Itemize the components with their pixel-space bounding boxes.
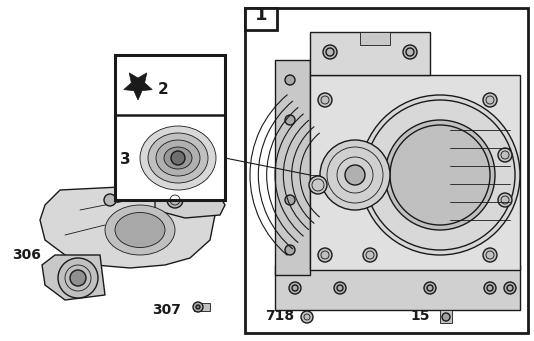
Circle shape	[289, 282, 301, 294]
Polygon shape	[42, 255, 105, 300]
Text: 307: 307	[152, 303, 181, 317]
Ellipse shape	[164, 147, 192, 169]
Polygon shape	[40, 185, 215, 268]
Circle shape	[363, 248, 377, 262]
Circle shape	[285, 195, 295, 205]
Circle shape	[285, 245, 295, 255]
Circle shape	[285, 115, 295, 125]
Ellipse shape	[140, 126, 216, 190]
Circle shape	[498, 193, 512, 207]
Circle shape	[104, 194, 116, 206]
Text: 306: 306	[12, 248, 41, 262]
Circle shape	[70, 270, 86, 286]
Circle shape	[484, 282, 496, 294]
Polygon shape	[310, 75, 520, 270]
Circle shape	[196, 305, 200, 309]
Circle shape	[334, 282, 346, 294]
Text: 3: 3	[120, 152, 131, 167]
Circle shape	[504, 282, 516, 294]
Circle shape	[498, 148, 512, 162]
Polygon shape	[360, 32, 390, 45]
Text: 1: 1	[255, 6, 268, 24]
Polygon shape	[155, 185, 225, 218]
Ellipse shape	[148, 133, 208, 183]
Text: 2: 2	[158, 83, 169, 98]
Circle shape	[483, 93, 497, 107]
Ellipse shape	[105, 205, 175, 255]
Polygon shape	[194, 303, 210, 311]
Circle shape	[309, 176, 327, 194]
Circle shape	[58, 258, 98, 298]
Circle shape	[345, 165, 365, 185]
Ellipse shape	[115, 212, 165, 248]
Circle shape	[167, 192, 183, 208]
Circle shape	[285, 75, 295, 85]
Circle shape	[442, 313, 450, 321]
Circle shape	[360, 95, 520, 255]
Polygon shape	[310, 32, 430, 75]
Circle shape	[318, 93, 332, 107]
Polygon shape	[275, 265, 520, 310]
Text: 718: 718	[265, 309, 294, 323]
Circle shape	[385, 120, 495, 230]
Polygon shape	[440, 310, 452, 323]
Text: 15: 15	[410, 309, 429, 323]
Polygon shape	[124, 73, 152, 100]
Circle shape	[171, 151, 185, 165]
Polygon shape	[115, 55, 225, 200]
Circle shape	[323, 45, 337, 59]
Polygon shape	[245, 8, 277, 30]
Circle shape	[403, 45, 417, 59]
Polygon shape	[275, 60, 310, 275]
Circle shape	[318, 248, 332, 262]
Polygon shape	[245, 8, 528, 333]
Circle shape	[193, 302, 203, 312]
Circle shape	[424, 282, 436, 294]
Circle shape	[483, 248, 497, 262]
Ellipse shape	[156, 140, 200, 176]
Circle shape	[301, 311, 313, 323]
Circle shape	[320, 140, 390, 210]
